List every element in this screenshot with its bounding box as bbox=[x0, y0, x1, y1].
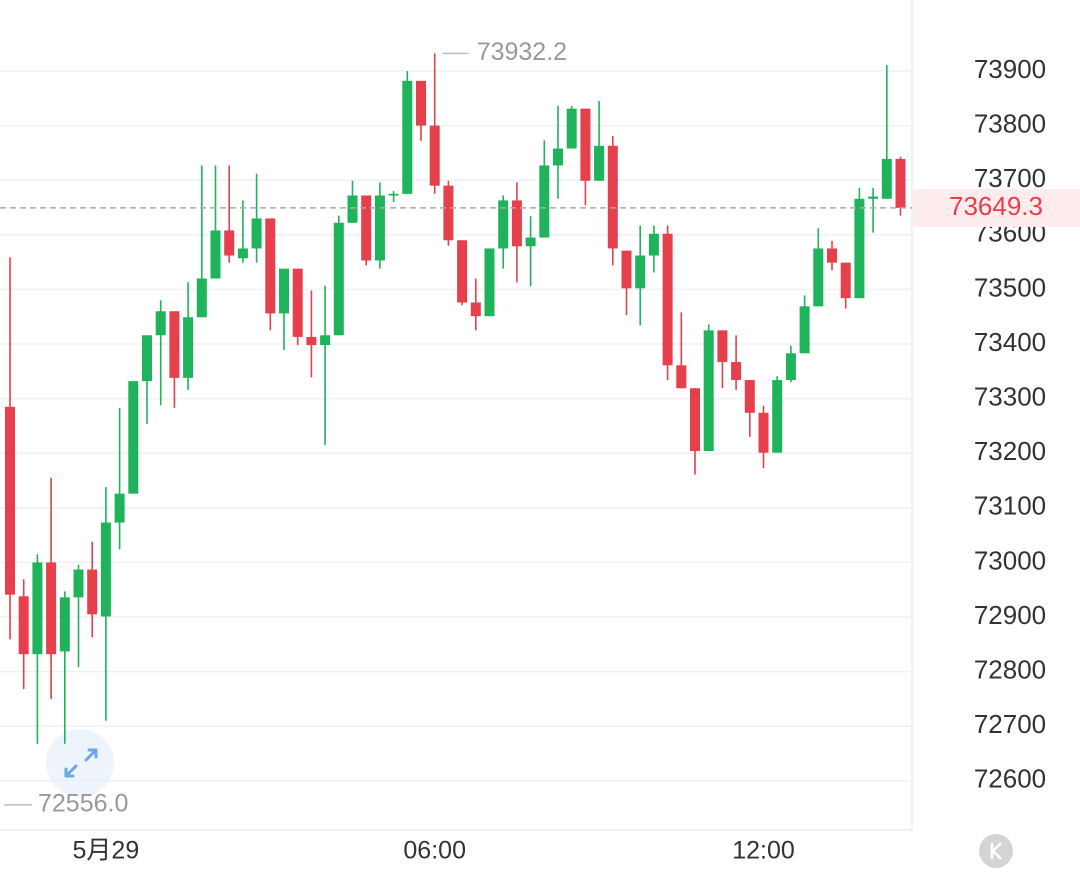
candle-body bbox=[32, 562, 43, 655]
y-tick-label: 72900 bbox=[974, 600, 1046, 630]
candle-body bbox=[470, 302, 481, 317]
candle-body bbox=[717, 330, 728, 363]
candle-body bbox=[114, 493, 125, 523]
expand-icon bbox=[64, 748, 98, 778]
candle-body bbox=[662, 233, 673, 366]
k-bg bbox=[979, 834, 1013, 868]
candle-body bbox=[758, 412, 769, 453]
candle-body bbox=[306, 336, 317, 346]
candle-body bbox=[744, 380, 755, 413]
candle-body bbox=[128, 381, 139, 494]
candle-body bbox=[511, 200, 522, 247]
candle-body bbox=[648, 233, 659, 256]
y-tick-label: 73200 bbox=[974, 436, 1046, 466]
candle-body bbox=[46, 562, 57, 655]
y-tick-label: 73900 bbox=[974, 54, 1046, 84]
last-price-bg bbox=[913, 188, 1080, 227]
candle-body bbox=[155, 311, 166, 336]
candle-body bbox=[73, 569, 84, 598]
y-tick-label: 73300 bbox=[974, 381, 1046, 411]
last-price-label: 73649.3 bbox=[949, 191, 1043, 221]
candle-body bbox=[676, 365, 687, 389]
candle-body bbox=[607, 145, 618, 249]
candle-body bbox=[621, 250, 632, 289]
candle-body bbox=[320, 335, 331, 346]
candle-body bbox=[553, 148, 563, 166]
expand-bg bbox=[46, 729, 114, 797]
candle-body bbox=[265, 218, 276, 314]
candle-body bbox=[690, 388, 700, 452]
x-tick-label: 06:00 bbox=[403, 837, 466, 865]
candle-body bbox=[210, 230, 221, 279]
high-label: 73932.2 bbox=[477, 38, 567, 66]
candle-body bbox=[292, 268, 303, 337]
candle-body bbox=[429, 125, 440, 186]
candle-body bbox=[854, 198, 865, 299]
candle-body bbox=[580, 108, 591, 181]
y-tick-label: 73000 bbox=[974, 545, 1046, 575]
candle-body bbox=[251, 218, 262, 249]
y-tick-label: 73400 bbox=[974, 327, 1046, 357]
candle-body bbox=[196, 278, 207, 318]
candle-body bbox=[731, 362, 742, 381]
candle-body bbox=[443, 185, 454, 241]
candle-body bbox=[18, 596, 29, 655]
candle-body bbox=[484, 248, 495, 317]
candle-body bbox=[827, 248, 837, 263]
candle-body bbox=[361, 195, 372, 261]
candle-body bbox=[703, 330, 714, 452]
candle-body bbox=[87, 569, 98, 615]
candle-body bbox=[388, 193, 399, 196]
candle-body bbox=[566, 108, 577, 149]
candle-body bbox=[169, 311, 180, 378]
candle-body bbox=[416, 80, 426, 126]
candle-body bbox=[813, 248, 824, 307]
y-tick-label: 72700 bbox=[974, 709, 1046, 739]
candle-body bbox=[498, 200, 509, 249]
candle-body bbox=[525, 237, 536, 247]
candle-body bbox=[799, 306, 810, 354]
y-tick-label: 73500 bbox=[974, 272, 1046, 302]
k-icon bbox=[990, 842, 1002, 860]
y-tick-label: 73700 bbox=[974, 163, 1046, 193]
candle-body bbox=[840, 262, 851, 299]
y-tick-label: 73800 bbox=[974, 108, 1046, 138]
y-tick-label: 72600 bbox=[974, 764, 1046, 794]
candle-body bbox=[635, 255, 646, 289]
candle-body bbox=[100, 522, 111, 617]
expand-button[interactable] bbox=[46, 729, 114, 797]
candle-body bbox=[347, 195, 358, 223]
candle-body bbox=[374, 195, 385, 261]
candle-body bbox=[785, 353, 796, 381]
candle-body bbox=[772, 380, 783, 453]
candle-body bbox=[5, 406, 15, 595]
candle-body bbox=[183, 317, 194, 378]
candle-body bbox=[881, 158, 892, 199]
candle-body bbox=[59, 597, 70, 652]
y-tick-label: 72800 bbox=[974, 655, 1046, 685]
x-tick-label: 12:00 bbox=[732, 837, 795, 865]
candle-body bbox=[594, 145, 605, 181]
candle-body bbox=[539, 165, 550, 238]
y-tick-label: 73100 bbox=[974, 491, 1046, 521]
candle-body bbox=[868, 196, 879, 199]
candle-body bbox=[142, 335, 152, 382]
low-label: 72556.0 bbox=[38, 789, 128, 817]
candle-body bbox=[279, 268, 289, 314]
x-tick-label: 5月29 bbox=[73, 837, 140, 865]
candle-body bbox=[457, 240, 468, 303]
candle-body bbox=[237, 248, 248, 259]
candle-body bbox=[333, 222, 344, 336]
candle-body bbox=[895, 158, 906, 208]
k-button[interactable] bbox=[979, 834, 1013, 868]
candle-body bbox=[402, 80, 413, 194]
candle-body bbox=[224, 230, 235, 256]
